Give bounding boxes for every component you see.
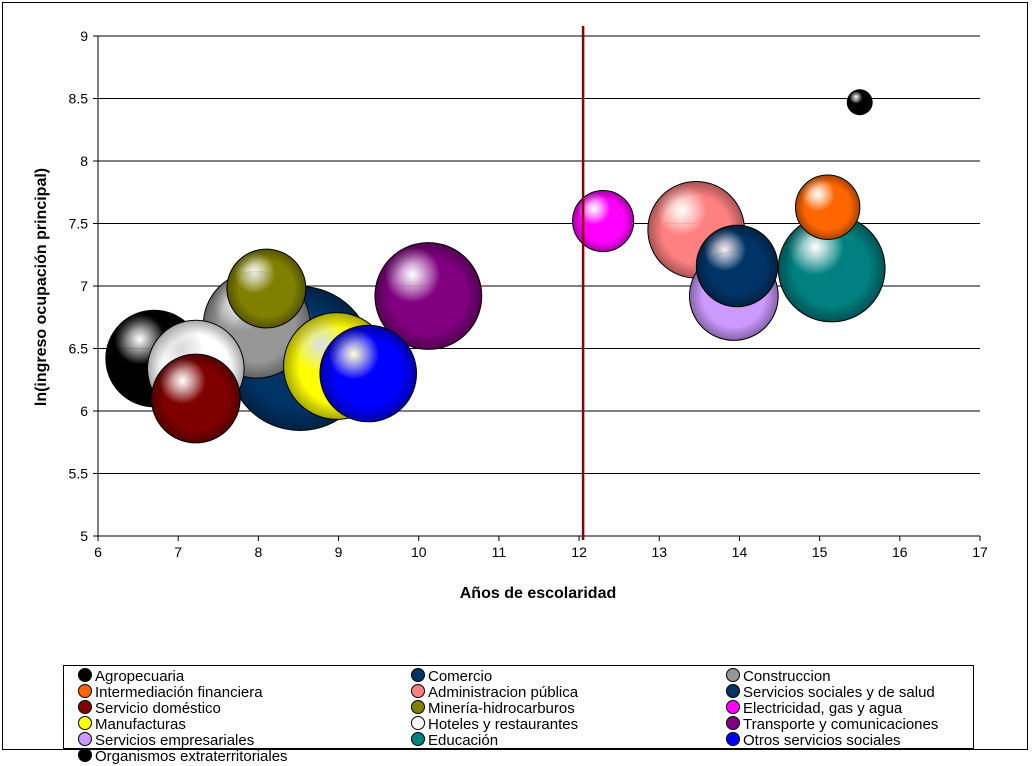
bubble-shade [226,249,306,328]
legend-item: Servicios empresariales [78,732,254,750]
legend-swatch [78,668,92,682]
legend-label: Hoteles y restaurantes [428,716,579,733]
legend-label: Administracion pública [428,684,579,701]
legend-item: Agropecuaria [78,668,184,686]
y-tick-label: 9 [80,28,88,44]
legend-label: Educación [428,732,499,749]
y-tick-label: 7.5 [69,216,89,232]
x-tick-label: 12 [571,544,587,560]
x-tick-label: 7 [174,544,182,560]
bubble-shade [572,190,634,252]
x-tick-label: 9 [335,544,343,560]
y-tick-label: 6.5 [69,341,89,357]
legend-swatch [726,668,740,682]
legend-swatch [411,700,425,714]
y-tick-label: 7 [80,278,88,294]
bubble-layer [105,89,886,444]
legend-swatch [411,684,425,698]
legend-label: Construccion [743,668,831,685]
legend-swatch [78,716,92,730]
x-tick-label: 16 [892,544,908,560]
legend-item: Servicio doméstico [78,700,221,718]
legend-label: Servicios empresariales [95,732,255,749]
legend-label: Servicios sociales y de salud [743,684,935,701]
y-tick-label: 5 [80,528,88,544]
x-tick-label: 6 [94,544,102,560]
y-tick-label: 8.5 [69,91,89,107]
legend-label: Intermediación financiera [95,684,263,701]
bubble-shade [795,175,860,240]
bubble-shade [696,225,778,307]
x-tick-label: 13 [651,544,667,560]
legend-swatch [726,700,740,714]
legend-item: Otros servicios sociales [726,732,901,750]
legend-swatch [411,716,425,730]
bubble-shade [847,89,873,115]
legend-label: Minería-hidrocarburos [428,700,575,717]
legend-label: Otros servicios sociales [743,732,901,749]
x-tick-label: 14 [732,544,748,560]
legend-label: Electricidad, gas y agua [743,700,903,717]
legend-item: Administracion pública [411,684,578,702]
bubble-shade [319,325,417,422]
x-tick-label: 15 [812,544,828,560]
legend-item: Comercio [411,668,492,686]
legend-swatch [726,684,740,698]
legend-swatch [78,700,92,714]
chart-frame [2,2,1028,750]
legend-item: Transporte y comunicaciones [726,716,938,734]
legend-item: Servicios sociales y de salud [726,684,935,702]
legend-item: Educación [411,732,498,750]
legend-swatch [78,732,92,746]
legend-label: Agropecuaria [95,668,185,685]
legend-label: Comercio [428,668,493,685]
legend-item: Organismos extraterritoriales [78,748,288,766]
legend-item: Construccion [726,668,831,686]
legend-item: Electricidad, gas y agua [726,700,902,718]
legend-label: Manufacturas [95,716,186,733]
legend-swatch [726,732,740,746]
y-tick-label: 8 [80,153,88,169]
legend-label: Servicio doméstico [95,700,221,717]
x-tick-label: 8 [254,544,262,560]
legend-label: Organismos extraterritoriales [95,748,288,765]
x-tick-label: 17 [972,544,988,560]
bubble-shade [374,242,482,350]
legend-swatch [411,732,425,746]
x-tick-label: 11 [492,544,507,560]
legend-swatch [78,748,92,762]
x-axis-label: Años de escolaridad [460,585,617,602]
legend-swatch [411,668,425,682]
bubble-shade [778,215,886,322]
legend-item: Hoteles y restaurantes [411,716,578,734]
y-tick-label: 5.5 [69,466,89,482]
legend-item: Intermediación financiera [78,684,263,702]
legend-label: Transporte y comunicaciones [743,716,939,733]
y-tick-label: 6 [80,403,88,419]
legend-item: Manufacturas [78,716,186,734]
x-tick-label: 10 [411,544,427,560]
axis-layer: 5 5.5 6 6.5 7 7.5 8 8.5 9 6 7 8 9 10 11 12 13 14 15 16 17 [69,28,988,560]
bubble-shade [151,354,241,443]
legend: Agropecuaria Comercio Construccion Intermed… [63,665,974,765]
legend-item: Minería-hidrocarburos [411,700,575,718]
y-axis-label: ln(ingreso ocupación principal) [33,168,50,406]
legend-swatch [726,716,740,730]
legend-swatch [78,684,92,698]
